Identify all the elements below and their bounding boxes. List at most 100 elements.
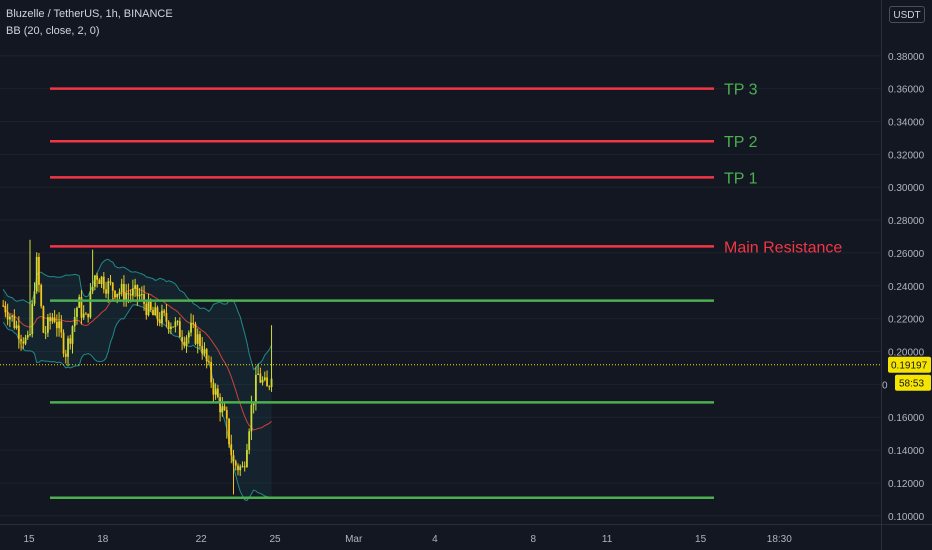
price-tick-label: 0.12000 [888,479,925,490]
last-price-badge [888,356,931,373]
price-tick-label: 0.10000 [888,512,925,523]
price-tick-label: 0.32000 [888,150,925,161]
candle-body [192,322,195,324]
price-tick-label: 0.30000 [888,183,925,194]
candle-body [263,377,266,380]
candle-body [214,388,217,395]
candle-body [183,341,186,346]
candle-body [248,431,251,450]
price-tick-label: 0.20000 [888,348,925,359]
candle-body [8,316,11,320]
price-tick-label: 0.36000 [888,85,925,96]
candle-body [158,319,161,324]
candle-body [73,316,76,327]
candle-body [80,297,83,318]
candle-body [161,310,163,324]
bb-fill [3,259,272,501]
candle-body [250,405,253,432]
candle-body [187,332,190,338]
candle-body [216,388,219,398]
candle-body [270,378,273,387]
candle-body [210,362,213,383]
candle-body [185,337,188,346]
candle-body [24,337,27,344]
price-tick-label: 0.26000 [888,249,925,260]
bb-upper-band [2,258,272,371]
time-tick-label: 15 [23,534,35,545]
candle-body [44,332,47,334]
candle-body [205,349,208,362]
candle-body [127,293,130,295]
candle-body [145,303,148,316]
symbol-title[interactable]: Bluzelle / TetherUS, 1h, BINANCE [6,8,173,20]
time-tick-label: 4 [432,534,438,545]
candle-body [76,307,78,317]
candle-body [201,346,204,354]
candle-body [38,256,40,285]
candle-body [93,275,96,287]
candle-body [241,466,244,468]
candle-body [58,321,60,329]
countdown-value: 58:53 [899,379,924,390]
price-tick-label: 0.22000 [888,315,925,326]
candle-body [221,406,224,413]
candle-body [4,305,7,313]
candle-body [62,332,65,354]
candle-body [223,406,226,411]
level-label: TP 2 [724,134,758,151]
candle-body [20,339,22,342]
level-label: Main Resistance [724,239,842,256]
candle-body [232,455,235,462]
candle-body [78,297,81,308]
price-tick-label: 0.28000 [888,216,925,227]
candle-body [6,312,9,320]
candle-body [42,306,45,333]
price-tick-label: 0.16000 [888,413,925,424]
candle-body [167,321,170,330]
candle-body [219,397,221,413]
candle-body [152,309,154,316]
candle-body [89,291,92,318]
candle-body [87,313,90,318]
candle-body [64,353,67,357]
candle-body [13,315,16,329]
candle-body [118,292,121,294]
countdown-badge [895,374,931,391]
candle-body [190,322,192,333]
price-tick-label: 0.14000 [888,446,925,457]
candle-body [172,326,175,328]
candle-body [154,307,157,316]
candle-body [114,290,116,298]
time-tick-label: 11 [602,534,613,545]
candle-body [85,313,87,315]
candle-body [199,334,201,347]
candle-body [125,293,128,301]
candle-body [2,305,5,307]
time-tick-label: 22 [196,534,208,545]
candle-body [163,310,166,313]
candle-body [149,300,152,310]
candle-body [116,293,119,298]
candle-body [181,337,183,342]
candle-body [138,294,141,297]
candle-body [237,465,239,471]
candle-body [33,291,36,304]
candle-body [31,303,34,334]
candle-body [212,382,215,395]
time-tick-label: 18:30 [767,534,792,545]
price-tick-partial: 0 [882,380,888,391]
indicator-legend[interactable]: BB (20, close, 2, 0) [6,25,100,37]
currency-button[interactable]: USDT [889,6,925,23]
candle-body [203,349,206,354]
candle-body [194,323,197,344]
candle-body [254,374,257,404]
candle-body [259,373,262,383]
time-tick-label: Mar [345,534,363,545]
candle-body [243,466,246,468]
price-tick-label: 0.24000 [888,282,925,293]
candle-body [96,275,98,280]
candle-body [266,377,268,387]
candle-body [91,286,94,292]
